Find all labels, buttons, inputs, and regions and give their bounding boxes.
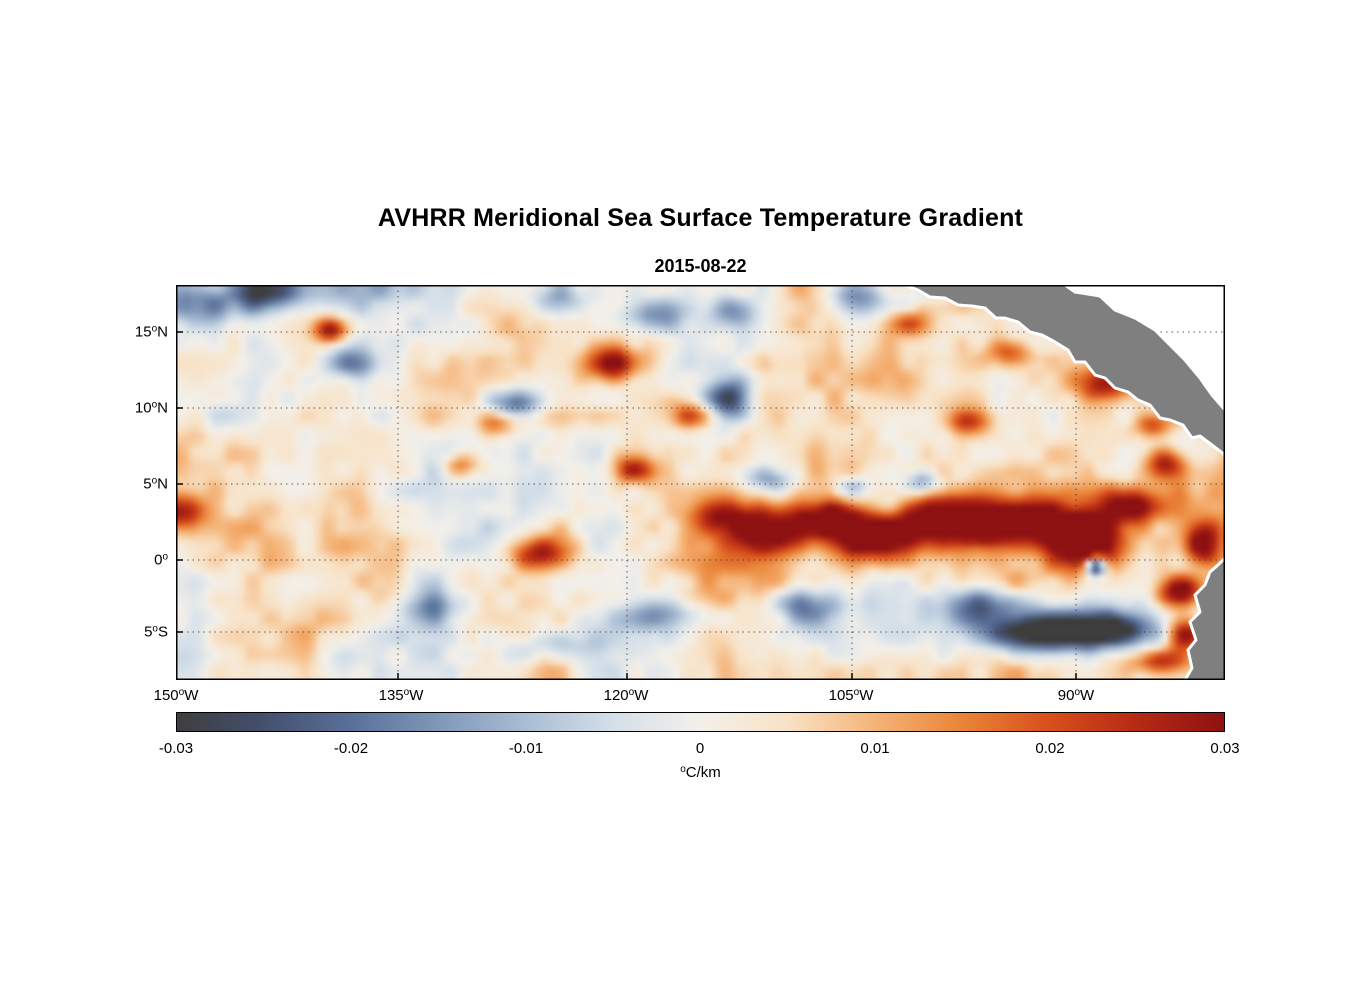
y-tick-label-5n: 5oN (80, 476, 168, 493)
colorbar (176, 712, 1225, 732)
x-tick-label-90w: 90oW (1028, 687, 1124, 704)
x-tick-label-150w: 150oW (128, 687, 224, 704)
tick-degree: o (152, 623, 158, 635)
tick-hem: W (409, 687, 424, 704)
tick-num: 90 (1057, 687, 1075, 704)
tick-degree: o (151, 323, 158, 335)
tick-num: 120 (603, 687, 629, 704)
figure-title: AVHRR Meridional Sea Surface Temperature… (377, 204, 1024, 232)
tick-hem: N (157, 475, 168, 493)
tick-num: 15 (134, 323, 152, 341)
unit-text: C/km (685, 764, 721, 781)
tick-degree: o (151, 475, 158, 487)
colorbar-tick-label: -0.01 (508, 740, 544, 757)
colorbar-tick-label: -0.02 (333, 740, 369, 757)
tick-num: 5 (143, 475, 152, 493)
colorbar-tick-label: 0.03 (1210, 740, 1240, 757)
map-overlay (176, 283, 1227, 682)
tick-num: 10 (134, 399, 152, 417)
tick-hem: S (157, 623, 168, 641)
tick-degree: o (628, 687, 635, 698)
map-panel (176, 283, 1227, 682)
tick-hem: W (634, 687, 649, 704)
x-tick-label-135w: 135oW (353, 687, 449, 704)
tick-num: 0 (154, 551, 163, 569)
x-tick-label-120w: 120oW (578, 687, 674, 704)
colorbar-tick-label: 0.01 (860, 740, 890, 757)
colorbar-tick-label: -0.03 (158, 740, 194, 757)
colorbar-tick-label: 0 (695, 740, 705, 757)
axes-frame (176, 285, 1225, 680)
tick-num: 135 (378, 687, 404, 704)
no-data-region (1065, 285, 1225, 410)
colorbar-unit-label: oC/km (176, 764, 1225, 781)
tick-hem: W (859, 687, 874, 704)
y-tick-label-0: 0o (80, 552, 168, 569)
colorbar-gradient (177, 713, 1224, 731)
land-south-america (1183, 556, 1227, 682)
y-tick-label-15n: 15oN (80, 324, 168, 341)
tick-degree: o (1074, 687, 1081, 698)
y-tick-label-10n: 10oN (80, 400, 168, 417)
tick-degree: o (403, 687, 410, 698)
tick-degree: o (151, 399, 158, 411)
y-tick-label-5s: 5oS (80, 624, 168, 641)
tick-degree: o (162, 551, 168, 563)
tick-degree: o (178, 687, 185, 698)
tick-hem: N (157, 323, 168, 341)
tick-num: 150 (153, 687, 179, 704)
tick-hem: W (184, 687, 199, 704)
colorbar-tick-label: 0.02 (1035, 740, 1065, 757)
land-central-america (903, 283, 1227, 457)
tick-hem: N (157, 399, 168, 417)
tick-degree: o (853, 687, 860, 698)
degree-symbol: o (680, 764, 686, 775)
tick-hem: W (1080, 687, 1095, 704)
field-canvas (176, 285, 1225, 680)
x-tick-label-105w: 105oW (803, 687, 899, 704)
tick-num: 105 (828, 687, 854, 704)
tick-num: 5 (144, 623, 153, 641)
figure-date: 2015-08-22 (654, 256, 747, 276)
